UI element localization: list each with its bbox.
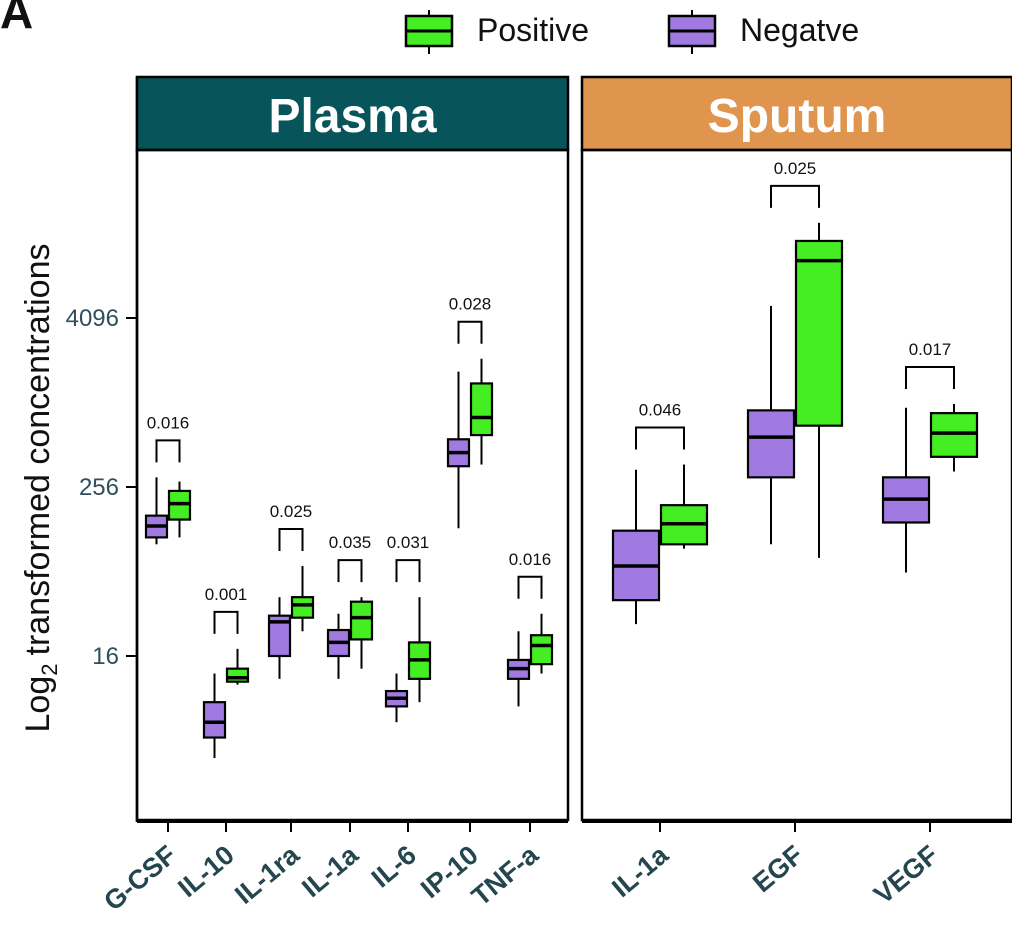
significance-bracket bbox=[395, 559, 421, 583]
category-group: 0.046 IL-1a bbox=[606, 401, 709, 903]
box-negative bbox=[267, 614, 292, 658]
y-tick-label: 256 bbox=[79, 474, 119, 501]
legend: Positive Negatve bbox=[404, 10, 859, 54]
p-value-label: 0.025 bbox=[774, 159, 817, 178]
panel-frame bbox=[580, 148, 1012, 822]
box-negative bbox=[746, 409, 796, 479]
x-tick-label: EGF bbox=[747, 840, 809, 899]
category-group: 0.017 VEGF bbox=[868, 340, 979, 910]
y-tick-label: 4096 bbox=[66, 305, 119, 332]
significance-bracket bbox=[635, 426, 685, 450]
x-tick-label: G-CSF bbox=[98, 840, 182, 917]
p-value-label: 0.016 bbox=[509, 550, 552, 569]
significance-bracket bbox=[457, 320, 483, 344]
x-tick-label: VEGF bbox=[868, 840, 944, 910]
p-value-label: 0.046 bbox=[639, 401, 682, 420]
y-tick-label: 16 bbox=[92, 643, 119, 670]
legend-entry-positive: Positive bbox=[404, 10, 589, 54]
box-positive bbox=[225, 667, 250, 683]
significance-bracket bbox=[213, 610, 239, 634]
p-value-label: 0.016 bbox=[147, 413, 190, 432]
plot-layer: 162564096Plasma0.016G-CSF0.001IL-100.025… bbox=[66, 75, 1012, 917]
p-value-label: 0.017 bbox=[909, 340, 952, 359]
y-axis-title: Log2 transformed concentrations bbox=[19, 244, 62, 733]
significance-bracket bbox=[770, 184, 820, 208]
x-tick-label: IL-1a bbox=[296, 839, 364, 903]
p-value-label: 0.001 bbox=[205, 585, 248, 604]
legend-positive-label: Positive bbox=[477, 12, 589, 48]
facet-title: Plasma bbox=[268, 90, 436, 143]
y-axis-title-rest: transformed concentrations bbox=[19, 244, 57, 656]
facet-strip-plasma bbox=[135, 75, 570, 152]
p-value-label: 0.035 bbox=[329, 533, 372, 552]
p-value-label: 0.028 bbox=[449, 295, 492, 314]
category-group: 0.035 IL-1a bbox=[296, 533, 374, 903]
significance-bracket bbox=[337, 559, 363, 583]
y-axis-title-subscript: 2 bbox=[37, 664, 62, 676]
significance-bracket bbox=[278, 528, 304, 552]
panel-label: A bbox=[0, 0, 33, 38]
category-group: 0.001 IL-10 bbox=[172, 585, 250, 903]
box-positive bbox=[290, 596, 315, 619]
y-axis-title-main: Log bbox=[19, 676, 57, 733]
box-positive bbox=[349, 600, 374, 641]
x-tick-label: TNF-a bbox=[466, 839, 545, 912]
x-tick-label: IL-10 bbox=[172, 840, 240, 903]
box-negative bbox=[202, 701, 227, 739]
category-group: 0.025 IL-1ra bbox=[229, 502, 315, 910]
facet-title: Sputum bbox=[708, 90, 887, 143]
significance-bracket bbox=[517, 575, 543, 599]
x-tick-label: IL-1ra bbox=[229, 839, 305, 910]
p-value-label: 0.031 bbox=[387, 533, 430, 552]
panel-frame bbox=[135, 148, 570, 822]
box-positive bbox=[794, 239, 844, 427]
p-value-label: 0.025 bbox=[270, 502, 313, 521]
box-positive bbox=[529, 634, 554, 666]
box-positive bbox=[469, 382, 494, 437]
significance-bracket bbox=[905, 365, 955, 389]
legend-negative-label: Negatve bbox=[740, 12, 859, 48]
category-group: 0.031 IL-6 bbox=[366, 533, 432, 894]
x-tick-label: IL-6 bbox=[366, 840, 422, 894]
x-tick-label: IL-1a bbox=[606, 839, 674, 903]
legend-entry-negative: Negatve bbox=[667, 10, 859, 54]
box-positive bbox=[929, 412, 979, 458]
significance-bracket bbox=[155, 439, 181, 463]
category-group: 0.025 EGF bbox=[746, 159, 844, 899]
